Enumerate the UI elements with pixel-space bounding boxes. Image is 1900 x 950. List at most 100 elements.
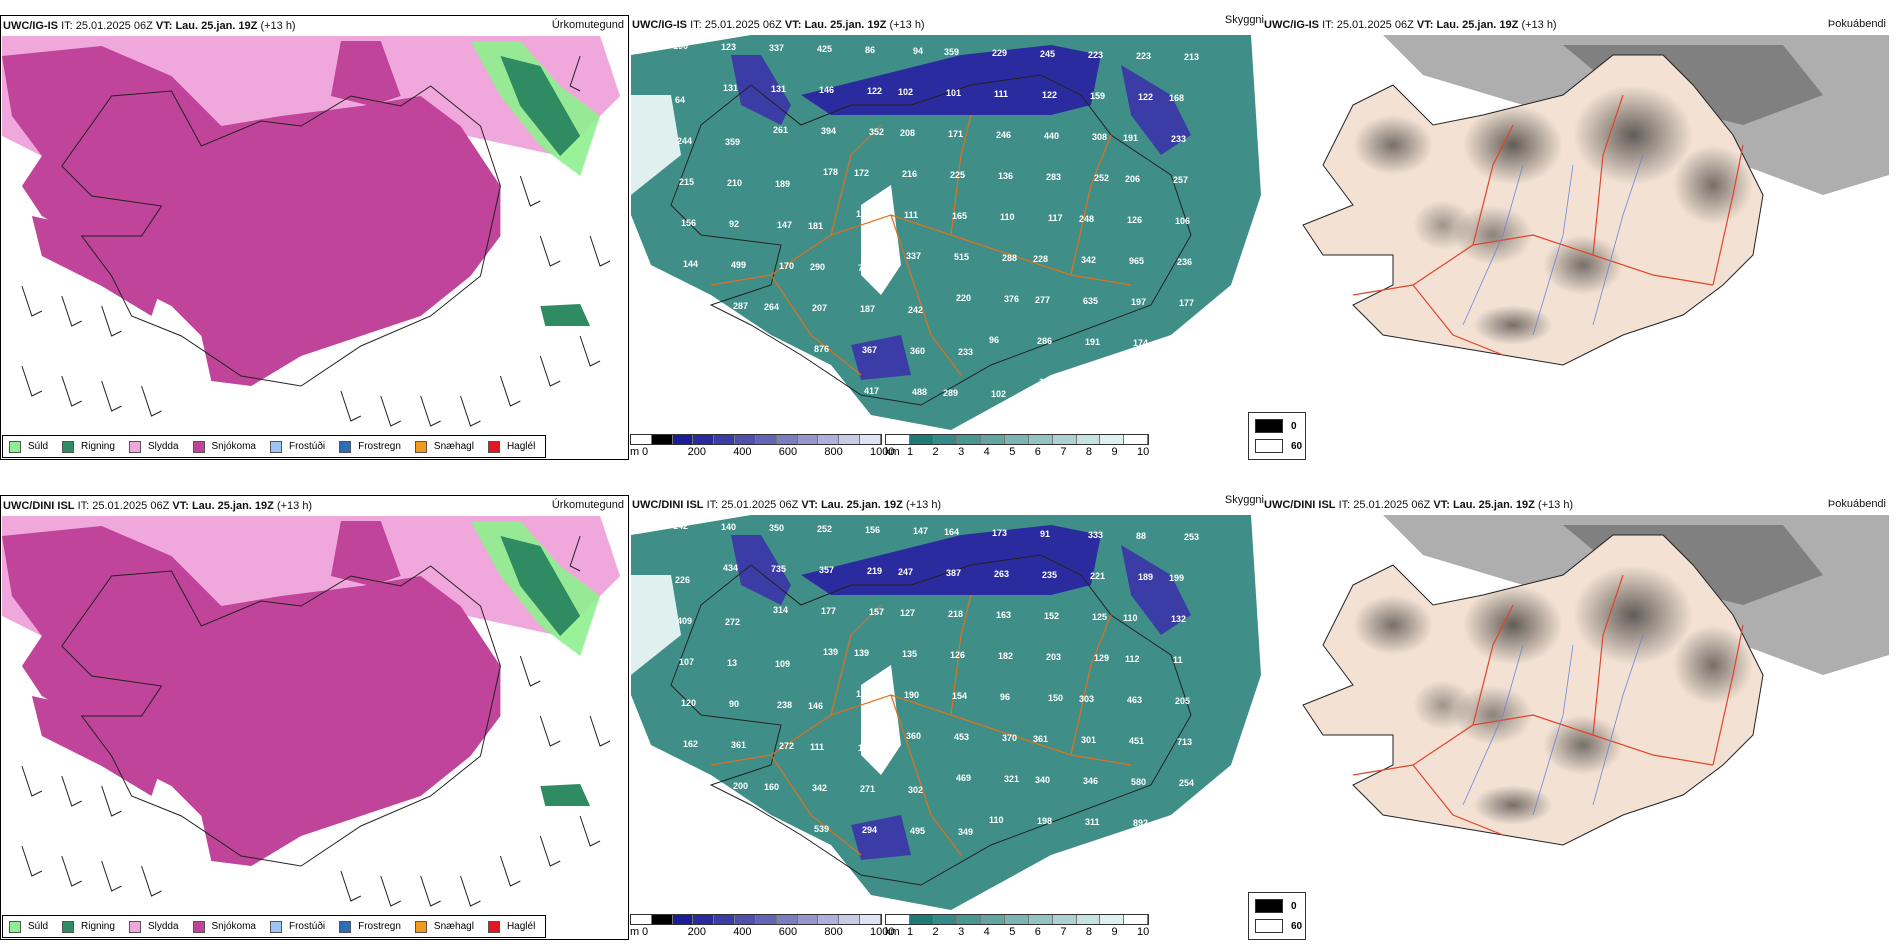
rain-area-3 bbox=[540, 784, 591, 806]
fog-shading bbox=[1353, 85, 1753, 345]
cloud-base-label: 132 bbox=[687, 821, 702, 831]
wind-barbs bbox=[21, 55, 611, 427]
cloud-base-label: 151 bbox=[1181, 339, 1196, 349]
cloud-base-label: 434 bbox=[723, 563, 738, 573]
cloud-base-label: 123 bbox=[721, 42, 736, 52]
fog-legend-swatch bbox=[1255, 439, 1283, 453]
precip-map[interactable] bbox=[2, 516, 627, 911]
vt-label: VT: bbox=[1433, 499, 1450, 511]
cloud-base-label: 440 bbox=[1044, 131, 1059, 141]
cloud-base-label: 139 bbox=[823, 647, 838, 657]
cloud-base-label: 233 bbox=[958, 347, 973, 357]
colorbar-segment bbox=[755, 915, 777, 924]
legend-swatch bbox=[9, 920, 21, 933]
cloud-base-label: 253 bbox=[1184, 532, 1199, 542]
cloud-base-label: 314 bbox=[773, 605, 788, 615]
cloud-base-label: 163 bbox=[996, 610, 1011, 620]
scale-tick-label: 200 bbox=[687, 926, 706, 938]
scale-tick-label: 7 bbox=[1060, 446, 1067, 458]
legend-item-3: Snjókoma bbox=[192, 440, 256, 453]
lead-time: (+13 h) bbox=[276, 500, 313, 512]
legend-item-5: Frostregn bbox=[339, 920, 401, 933]
cloud-base-label: 499 bbox=[731, 260, 746, 270]
cloud-base-label: 469 bbox=[956, 773, 971, 783]
colorbar-segment bbox=[886, 435, 910, 444]
low-cloud-area-north bbox=[801, 45, 1101, 115]
cloud-base-label: 229 bbox=[992, 48, 1007, 58]
scale-tick-label: 2 bbox=[932, 446, 939, 458]
scale-tick-label: 3 bbox=[958, 926, 965, 938]
legend-swatch bbox=[414, 440, 427, 453]
coastline bbox=[670, 554, 1192, 886]
cloud-base-label: 189 bbox=[775, 179, 790, 189]
colorbar-segment bbox=[755, 435, 777, 444]
lead-time: (+13 h) bbox=[905, 499, 942, 511]
precip-map[interactable] bbox=[2, 36, 627, 431]
fog-legend-item: 60 bbox=[1255, 439, 1302, 453]
cloud-base-label: 199 bbox=[1169, 573, 1184, 583]
legend-label: Rigning bbox=[81, 441, 115, 452]
cloud-base-label: 221 bbox=[1090, 571, 1105, 581]
scale-tick-label: 10 bbox=[1137, 446, 1150, 458]
cloud-base-label: 218 bbox=[948, 609, 963, 619]
cloud-base-label: 451 bbox=[1129, 736, 1144, 746]
precip-type-panel: UWC/IG-IS IT: 25.01.2025 06Z VT: Lau. 25… bbox=[0, 15, 629, 460]
cloud-base-label: 235 bbox=[1042, 570, 1057, 580]
fog-map[interactable] bbox=[1263, 35, 1889, 430]
vt-label: VT: bbox=[801, 499, 818, 511]
clear-area-south bbox=[861, 665, 901, 775]
cloud-base-ticks: 0 200 400 600 800 1000 bbox=[630, 446, 894, 460]
colorbar-segment bbox=[1124, 435, 1148, 444]
cloud-base-label: 358 bbox=[720, 863, 735, 873]
cloud-base-label: 539 bbox=[814, 824, 829, 834]
scale-tick-label: 7 bbox=[1060, 926, 1067, 938]
legend-item-4: Frostúði bbox=[269, 920, 326, 933]
cloud-base-label: 289 bbox=[943, 388, 958, 398]
fog-legend-swatch bbox=[1255, 899, 1283, 913]
visibility-map[interactable]: 142 140 350 252 156 147 164 173 91 333 88 253 226 434… bbox=[631, 515, 1261, 910]
panel-title: Úrkomutegund bbox=[551, 499, 624, 511]
cloud-base-label: 308 bbox=[1092, 132, 1107, 142]
legend-label: Súld bbox=[28, 921, 49, 932]
colorbar-segment bbox=[957, 435, 982, 444]
cloud-base-label: 357 bbox=[819, 565, 834, 575]
snow-area-north-east bbox=[330, 41, 401, 106]
scale-tick-label: 9 bbox=[1111, 926, 1118, 938]
legend-label: Frostúði bbox=[288, 921, 326, 932]
vt-value: Lau. 25.jan. 19Z bbox=[1452, 499, 1535, 511]
lead-time: (+13 h) bbox=[260, 20, 296, 32]
snow-area-west bbox=[31, 216, 162, 316]
cloud-base-label: 126 bbox=[1127, 215, 1142, 225]
cloud-base-label: 394 bbox=[821, 126, 836, 136]
colorbar-segment bbox=[818, 435, 840, 444]
cloud-base-label: 337 bbox=[689, 862, 704, 872]
legend-item-0: Súld bbox=[9, 440, 48, 453]
model-name: UWC/IG-IS bbox=[3, 20, 58, 32]
cloud-base-label: 361 bbox=[731, 740, 746, 750]
snow-area-north-east bbox=[330, 521, 401, 586]
cloud-base-label: 735 bbox=[771, 564, 786, 574]
cloud-base-label: 264 bbox=[764, 302, 779, 312]
cloud-base-label: 131 bbox=[771, 84, 786, 94]
legend-item-3: Snjókoma bbox=[192, 920, 256, 933]
scale-tick-label: 10 bbox=[1137, 926, 1150, 938]
panel-header: UWC/IG-IS IT: 25.01.2025 06Z VT: Lau. 25… bbox=[1264, 19, 1557, 31]
panel-title: Þokuábendi bbox=[1827, 498, 1886, 510]
cloud-base-label: 187 bbox=[860, 304, 875, 314]
cloud-base-label: 463 bbox=[1127, 695, 1142, 705]
fog-map[interactable] bbox=[1263, 515, 1889, 910]
scale-tick-label: 1 bbox=[907, 926, 914, 938]
cloud-base-label: 257 bbox=[1173, 175, 1188, 185]
low-cloud-area-s bbox=[851, 815, 911, 860]
scale-tick-label: 5 bbox=[1009, 926, 1016, 938]
cloud-base-label: 90 bbox=[729, 699, 739, 709]
cloud-base-label: 64 bbox=[675, 95, 685, 105]
cloud-base-label: 336 bbox=[766, 823, 781, 833]
cloud-base-label: 215 bbox=[679, 177, 694, 187]
legend-label: Frostúði bbox=[288, 441, 326, 452]
visibility-map[interactable]: 190 123 337 425 86 94 359 229 245 223 223 213 64 131 1… bbox=[631, 35, 1261, 430]
colorbar-segment bbox=[1124, 915, 1148, 924]
cloud-base-label: 205 bbox=[1175, 696, 1190, 706]
cloud-base-label: 352 bbox=[869, 127, 884, 137]
it-value: 25.01.2025 06Z bbox=[704, 19, 782, 31]
